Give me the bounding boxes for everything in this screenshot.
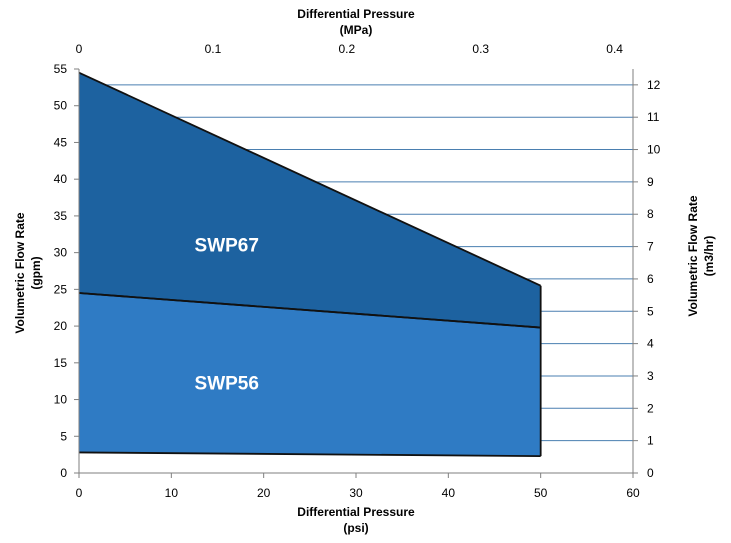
axes (74, 68, 638, 478)
y-right-tick-label: 0 (647, 466, 654, 480)
regions: SWP67 SWP56 (78, 71, 542, 458)
y-left-tick-label: 45 (54, 135, 68, 149)
bottom-axis-title-line2: (psi) (343, 521, 368, 535)
y-left-tick-label: 50 (54, 99, 68, 113)
y-right-tick-label: 10 (647, 143, 661, 157)
x-bottom-tick-label: 20 (257, 486, 271, 500)
right-axis-title-line2: (m3/hr) (702, 236, 716, 277)
region-swp56 (79, 293, 541, 457)
y-left-tick-label: 40 (54, 172, 68, 186)
region-boundary (78, 292, 541, 329)
tick-labels: 0 10 20 30 40 50 600 0.1 0.2 0.3 0.405101520253035… (54, 42, 661, 500)
y-right-tick-label: 9 (647, 175, 654, 189)
y-left-tick-label: 5 (60, 429, 67, 443)
y-left-tick-label: 30 (54, 246, 68, 260)
y-right-tick-label: 2 (647, 401, 654, 415)
y-right-tick-label: 11 (647, 110, 660, 124)
region-boundary (78, 71, 542, 287)
right-axis-title-line1: Volumetric Flow Rate (686, 195, 700, 316)
y-right-tick-label: 6 (647, 272, 654, 286)
region-swp67 (79, 72, 541, 328)
top-axis-title-line2: (MPa) (340, 23, 373, 37)
left-axis-title-line1: Volumetric Flow Rate (13, 212, 27, 333)
region-boundary (78, 451, 541, 458)
bottom-axis-title-line1: Differential Pressure (297, 505, 415, 519)
y-left-tick-label: 55 (54, 62, 68, 76)
x-top-tick-label: 0 (76, 42, 83, 56)
x-bottom-tick-label: 60 (626, 486, 640, 500)
y-left-tick-label: 25 (54, 282, 68, 296)
x-bottom-tick-label: 0 (76, 486, 83, 500)
y-left-tick-label: 10 (54, 393, 68, 407)
x-bottom-tick-label: 10 (165, 486, 179, 500)
x-bottom-tick-label: 30 (349, 486, 363, 500)
region-label-swp67: SWP67 (195, 236, 259, 257)
y-left-tick-label: 20 (54, 319, 68, 333)
x-top-tick-label: 0.1 (205, 42, 222, 56)
y-right-tick-label: 7 (647, 240, 654, 254)
y-right-tick-label: 3 (647, 369, 654, 383)
left-axis-title-line2: (gpm) (29, 256, 43, 289)
x-bottom-tick-label: 40 (442, 486, 456, 500)
x-top-tick-label: 0.2 (338, 42, 355, 56)
region-label-swp56: SWP56 (195, 373, 259, 394)
y-right-tick-label: 1 (647, 434, 654, 448)
x-top-tick-label: 0.4 (606, 42, 623, 56)
y-left-tick-label: 35 (54, 209, 68, 223)
y-left-tick-label: 0 (60, 466, 67, 480)
top-axis-title-line1: Differential Pressure (297, 7, 415, 21)
x-top-tick-label: 0.3 (472, 42, 489, 56)
y-right-tick-label: 8 (647, 207, 654, 221)
y-left-tick-label: 15 (54, 356, 68, 370)
y-right-tick-label: 12 (647, 78, 661, 92)
y-right-tick-label: 4 (647, 337, 654, 351)
x-bottom-tick-label: 50 (534, 486, 548, 500)
y-right-tick-label: 5 (647, 304, 654, 318)
